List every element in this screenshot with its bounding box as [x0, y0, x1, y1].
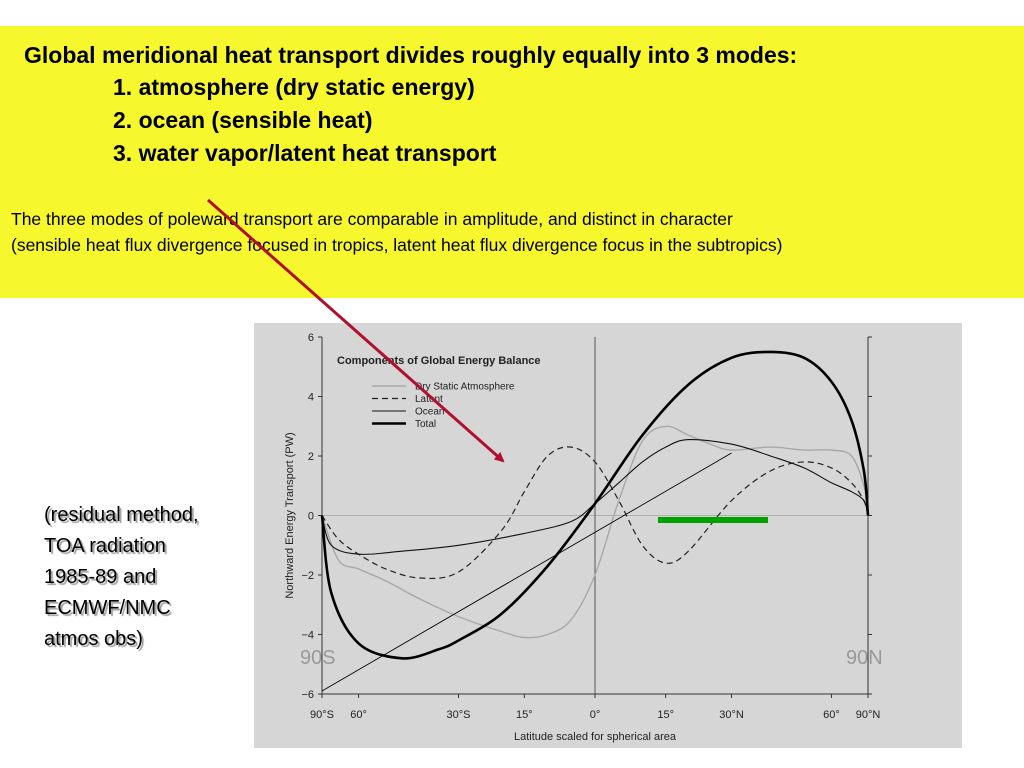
- legend-label: Dry Static Atmosphere: [415, 382, 515, 393]
- x-axis-title: Latitude scaled for spherical area: [514, 731, 677, 743]
- mode-item-latent: 3. water vapor/latent heat transport: [113, 140, 497, 166]
- y-tick-label: 0: [308, 511, 314, 523]
- series-line-latent: [321, 446, 869, 580]
- y-tick-label: −4: [301, 630, 314, 642]
- slide-heading: Global meridional heat transport divides…: [24, 42, 798, 68]
- mode-item-ocean: 2. ocean (sensible heat): [113, 107, 373, 133]
- series-line-dry-static-atmosphere: [321, 425, 869, 639]
- pointer-arrow: [207, 198, 505, 463]
- method-note-line: TOA radiation: [44, 535, 166, 557]
- legend-label: Latent: [415, 394, 443, 405]
- x-tick-label: 15°: [516, 709, 533, 721]
- series-line-straight-reference: [321, 452, 732, 692]
- y-tick-label: 6: [308, 332, 314, 344]
- highlight-box: [0, 26, 1024, 298]
- y-tick-label: 4: [308, 392, 314, 404]
- method-note: (residual method, TOA radiation 1985-89 …: [44, 500, 199, 655]
- x-tick-label: 90°S: [310, 709, 334, 721]
- overlay-label-90s: 90S: [300, 647, 336, 669]
- y-tick-label: 2: [308, 451, 314, 463]
- method-note-line: atmos obs): [44, 628, 143, 650]
- x-tick-label: 30°S: [447, 709, 471, 721]
- mode-item-atmosphere: 1. atmosphere (dry static energy): [113, 74, 475, 100]
- y-axis-title: Northward Energy Transport (PW): [284, 432, 296, 598]
- method-note-line: 1985-89 and: [44, 566, 157, 588]
- series-line-total: [320, 350, 870, 660]
- description-line-2: (sensible heat flux divergence focused i…: [11, 235, 783, 255]
- method-note-line: ECMWF/NMC: [44, 597, 171, 619]
- x-tick-label: 60°: [823, 709, 840, 721]
- x-tick-label: 15°: [657, 709, 674, 721]
- method-note-line: (residual method,: [44, 504, 199, 526]
- x-tick-label: 90°N: [856, 709, 881, 721]
- y-tick-label: −6: [301, 689, 314, 701]
- y-tick-label: −2: [301, 570, 314, 582]
- description-line-1: The three modes of poleward transport ar…: [11, 209, 733, 229]
- x-tick-label: 0°: [590, 709, 601, 721]
- legend-label: Ocean: [415, 407, 444, 418]
- series-line-ocean: [321, 438, 869, 555]
- chart-title: Components of Global Energy Balance: [337, 355, 541, 367]
- overlay-label-90n: 90N: [846, 647, 883, 669]
- x-tick-label: 30°N: [719, 709, 744, 721]
- x-tick-label: 60°: [350, 709, 367, 721]
- legend-label: Total: [415, 419, 436, 430]
